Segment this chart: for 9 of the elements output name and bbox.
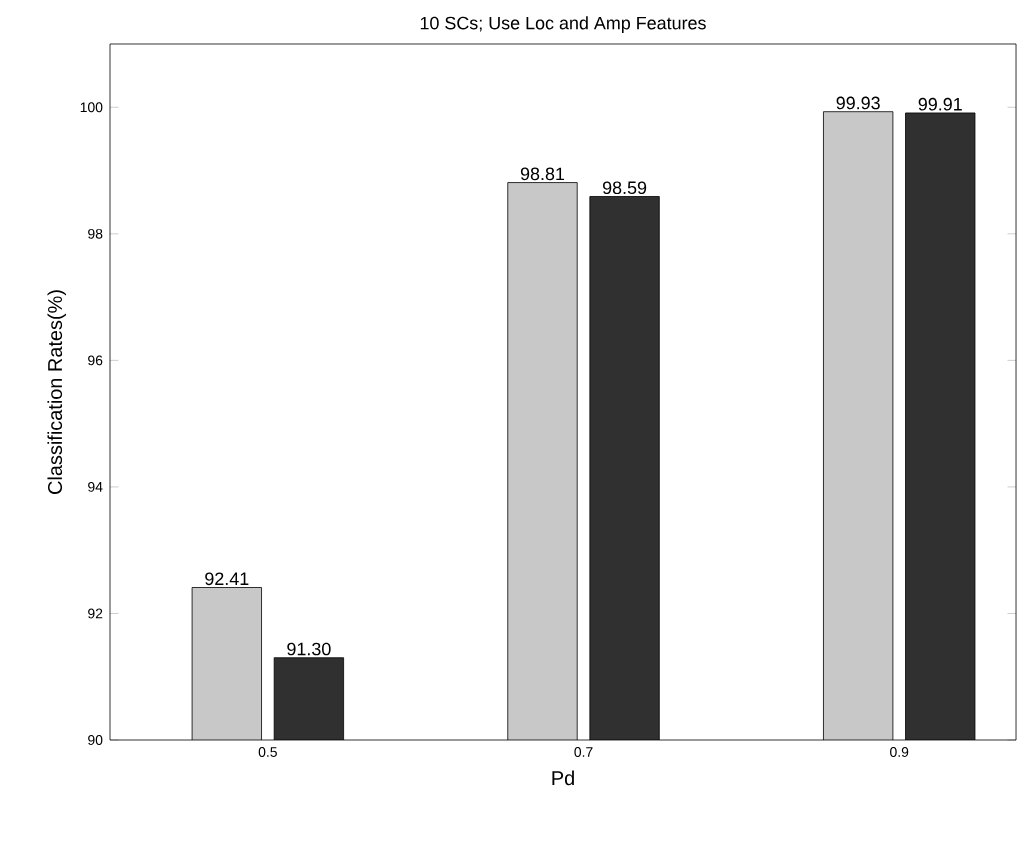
- data-label: 92.41: [205, 572, 249, 586]
- x-axis-title: Pd: [552, 770, 574, 786]
- y-axis-title: Classification Rates(%): [47, 290, 67, 494]
- data-label: 99.91: [918, 97, 962, 111]
- data-label: 99.93: [836, 96, 880, 110]
- data-label: 98.81: [520, 167, 565, 181]
- chart-title: 10 SCs; Use Loc and Amp Features: [420, 16, 706, 33]
- data-label: 91.30: [287, 642, 331, 656]
- data-label: 98.59: [602, 181, 647, 195]
